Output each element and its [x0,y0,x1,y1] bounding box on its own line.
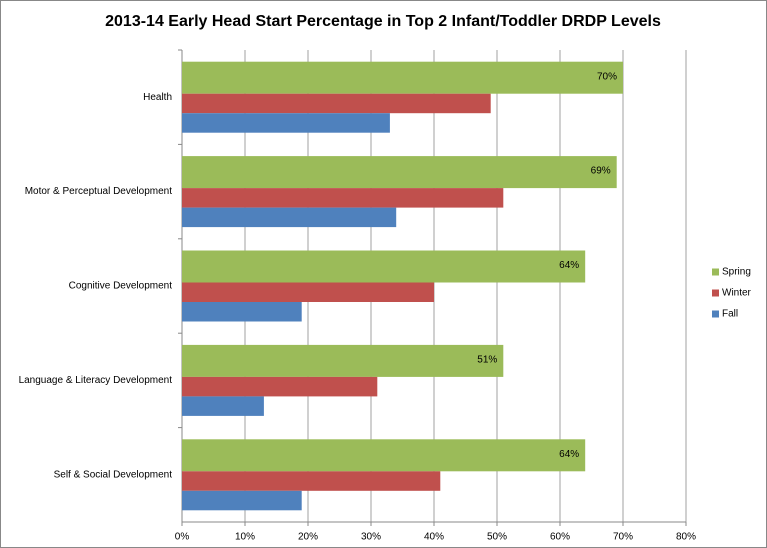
bar [182,156,617,189]
x-tick-label: 30% [361,532,381,543]
bar [182,396,264,416]
bar [182,344,504,377]
bar [182,61,623,94]
x-tick-label: 80% [676,532,696,543]
x-tick-label: 0% [175,532,190,543]
data-label: 64% [559,449,579,460]
data-label: 69% [591,166,611,177]
legend-label: Fall [722,309,738,320]
bar [182,282,434,302]
legend-label: Winter [722,288,752,299]
bar [182,439,586,472]
y-tick-label: Cognitive Development [69,281,173,292]
bar [182,376,378,397]
x-tick-label: 60% [550,532,570,543]
legend-label: Spring [722,267,751,278]
legend-swatch [712,268,719,276]
data-label: 51% [477,355,497,366]
bar [182,490,302,511]
bar [182,250,586,283]
x-tick-label: 20% [298,532,318,543]
bar [182,113,390,133]
legend-swatch [712,310,719,318]
x-tick-label: 70% [613,532,633,543]
bar [182,188,504,208]
bar [182,207,397,228]
legend-swatch [712,289,719,297]
data-label: 64% [559,260,579,271]
chart-title: 2013-14 Early Head Start Percentage in T… [105,13,661,30]
y-tick-label: Language & Literacy Development [19,375,173,386]
x-tick-label: 10% [235,532,255,543]
bar [182,93,491,114]
x-tick-label: 40% [424,532,444,543]
bar [182,302,302,322]
bar [182,471,441,491]
y-tick-label: Health [143,92,172,103]
data-label: 70% [597,71,617,82]
y-tick-label: Motor & Perceptual Development [25,186,173,197]
x-tick-label: 50% [487,532,507,543]
y-tick-label: Self & Social Development [54,469,173,480]
